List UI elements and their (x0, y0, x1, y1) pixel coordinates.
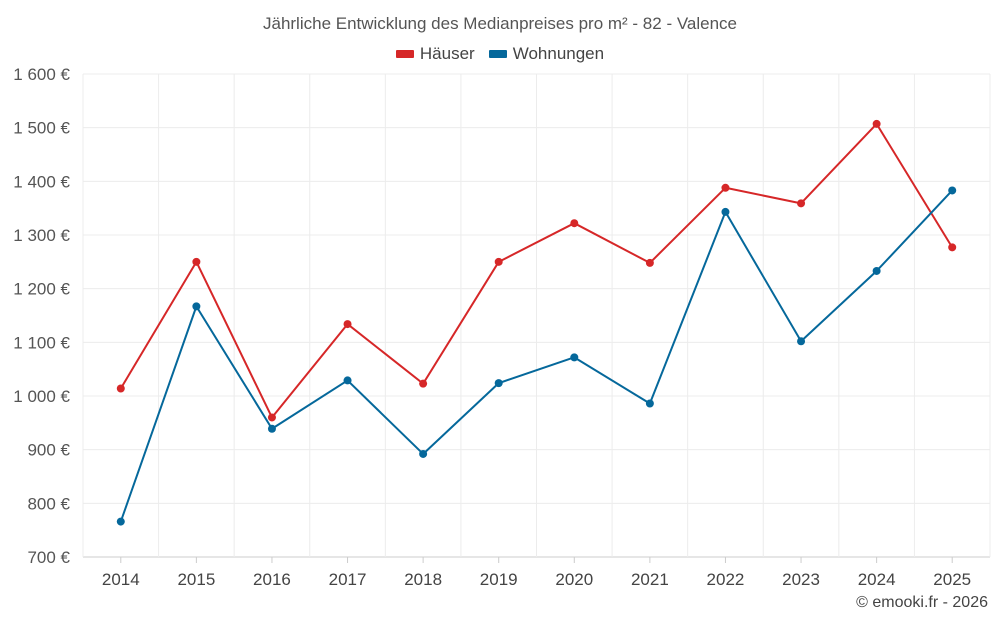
data-point-haeuser (872, 119, 881, 128)
y-tick-label: 1 200 € (13, 280, 70, 299)
legend-item-haeuser[interactable]: Häuser (395, 44, 475, 64)
y-tick-label: 1 000 € (13, 387, 70, 406)
y-tick-label: 1 100 € (13, 333, 70, 352)
y-tick-label: 1 400 € (13, 172, 70, 191)
legend-swatch-haeuser (395, 50, 414, 58)
data-point-haeuser (570, 219, 579, 228)
x-tick-label: 2020 (555, 570, 593, 589)
data-point-haeuser (267, 413, 276, 422)
legend-label-haeuser: Häuser (419, 44, 475, 63)
x-tick-label: 2024 (858, 570, 896, 589)
x-tick-label: 2014 (102, 570, 140, 589)
x-tick-label: 2018 (404, 570, 442, 589)
legend-item-wohnungen[interactable]: Wohnungen (488, 44, 605, 64)
series-line-haeuser (119, 122, 954, 419)
data-point-wohnungen (494, 379, 503, 388)
data-point-haeuser (116, 384, 125, 393)
data-point-wohnungen (116, 517, 125, 526)
x-tick-label: 2021 (631, 570, 669, 589)
legend-label-wohnungen: Wohnungen (512, 44, 605, 63)
y-tick-label: 900 € (27, 441, 70, 460)
legend-swatch-wohnungen (488, 50, 507, 58)
series-line-wohnungen (119, 189, 953, 522)
x-tick-label: 2023 (782, 570, 820, 589)
x-tick-label: 2015 (177, 570, 215, 589)
y-tick-label: 800 € (27, 494, 70, 513)
data-point-haeuser (797, 199, 806, 208)
data-point-haeuser (721, 183, 730, 192)
y-tick-label: 1 500 € (13, 119, 70, 138)
data-point-wohnungen (721, 207, 730, 216)
data-point-wohnungen (343, 376, 352, 385)
x-tick-label: 2019 (480, 570, 518, 589)
data-point-haeuser (192, 257, 201, 266)
chart-title: Jährliche Entwicklung des Medianpreises … (262, 14, 738, 33)
data-point-haeuser (645, 258, 654, 267)
data-point-wohnungen (267, 424, 276, 433)
data-point-wohnungen (570, 353, 579, 362)
x-tick-label: 2022 (707, 570, 745, 589)
y-tick-label: 700 € (27, 548, 70, 567)
y-tick-label: 1 600 € (13, 65, 70, 84)
x-tick-label: 2016 (253, 570, 291, 589)
data-point-haeuser (494, 257, 503, 266)
data-point-haeuser (948, 243, 957, 252)
data-point-wohnungen (797, 337, 806, 346)
chart-legend: Häuser Wohnungen (0, 44, 1000, 64)
data-point-haeuser (343, 320, 352, 329)
data-point-wohnungen (645, 399, 654, 408)
data-point-wohnungen (419, 449, 428, 458)
copyright-credit: © emooki.fr - 2026 (856, 594, 988, 611)
data-point-wohnungen (948, 186, 957, 195)
y-tick-label: 1 300 € (13, 226, 70, 245)
data-point-wohnungen (872, 266, 881, 275)
data-point-haeuser (419, 379, 428, 388)
x-tick-label: 2017 (329, 570, 367, 589)
x-tick-label: 2025 (933, 570, 971, 589)
data-point-wohnungen (192, 302, 201, 311)
